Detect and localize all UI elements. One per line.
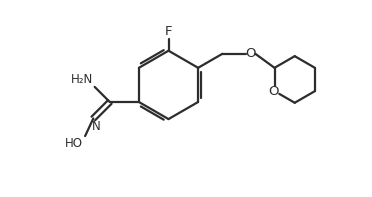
Text: F: F — [165, 25, 172, 38]
Text: H₂N: H₂N — [70, 73, 93, 86]
Text: O: O — [268, 85, 279, 98]
Text: N: N — [92, 120, 101, 133]
Text: HO: HO — [65, 137, 83, 150]
Text: O: O — [245, 47, 256, 60]
